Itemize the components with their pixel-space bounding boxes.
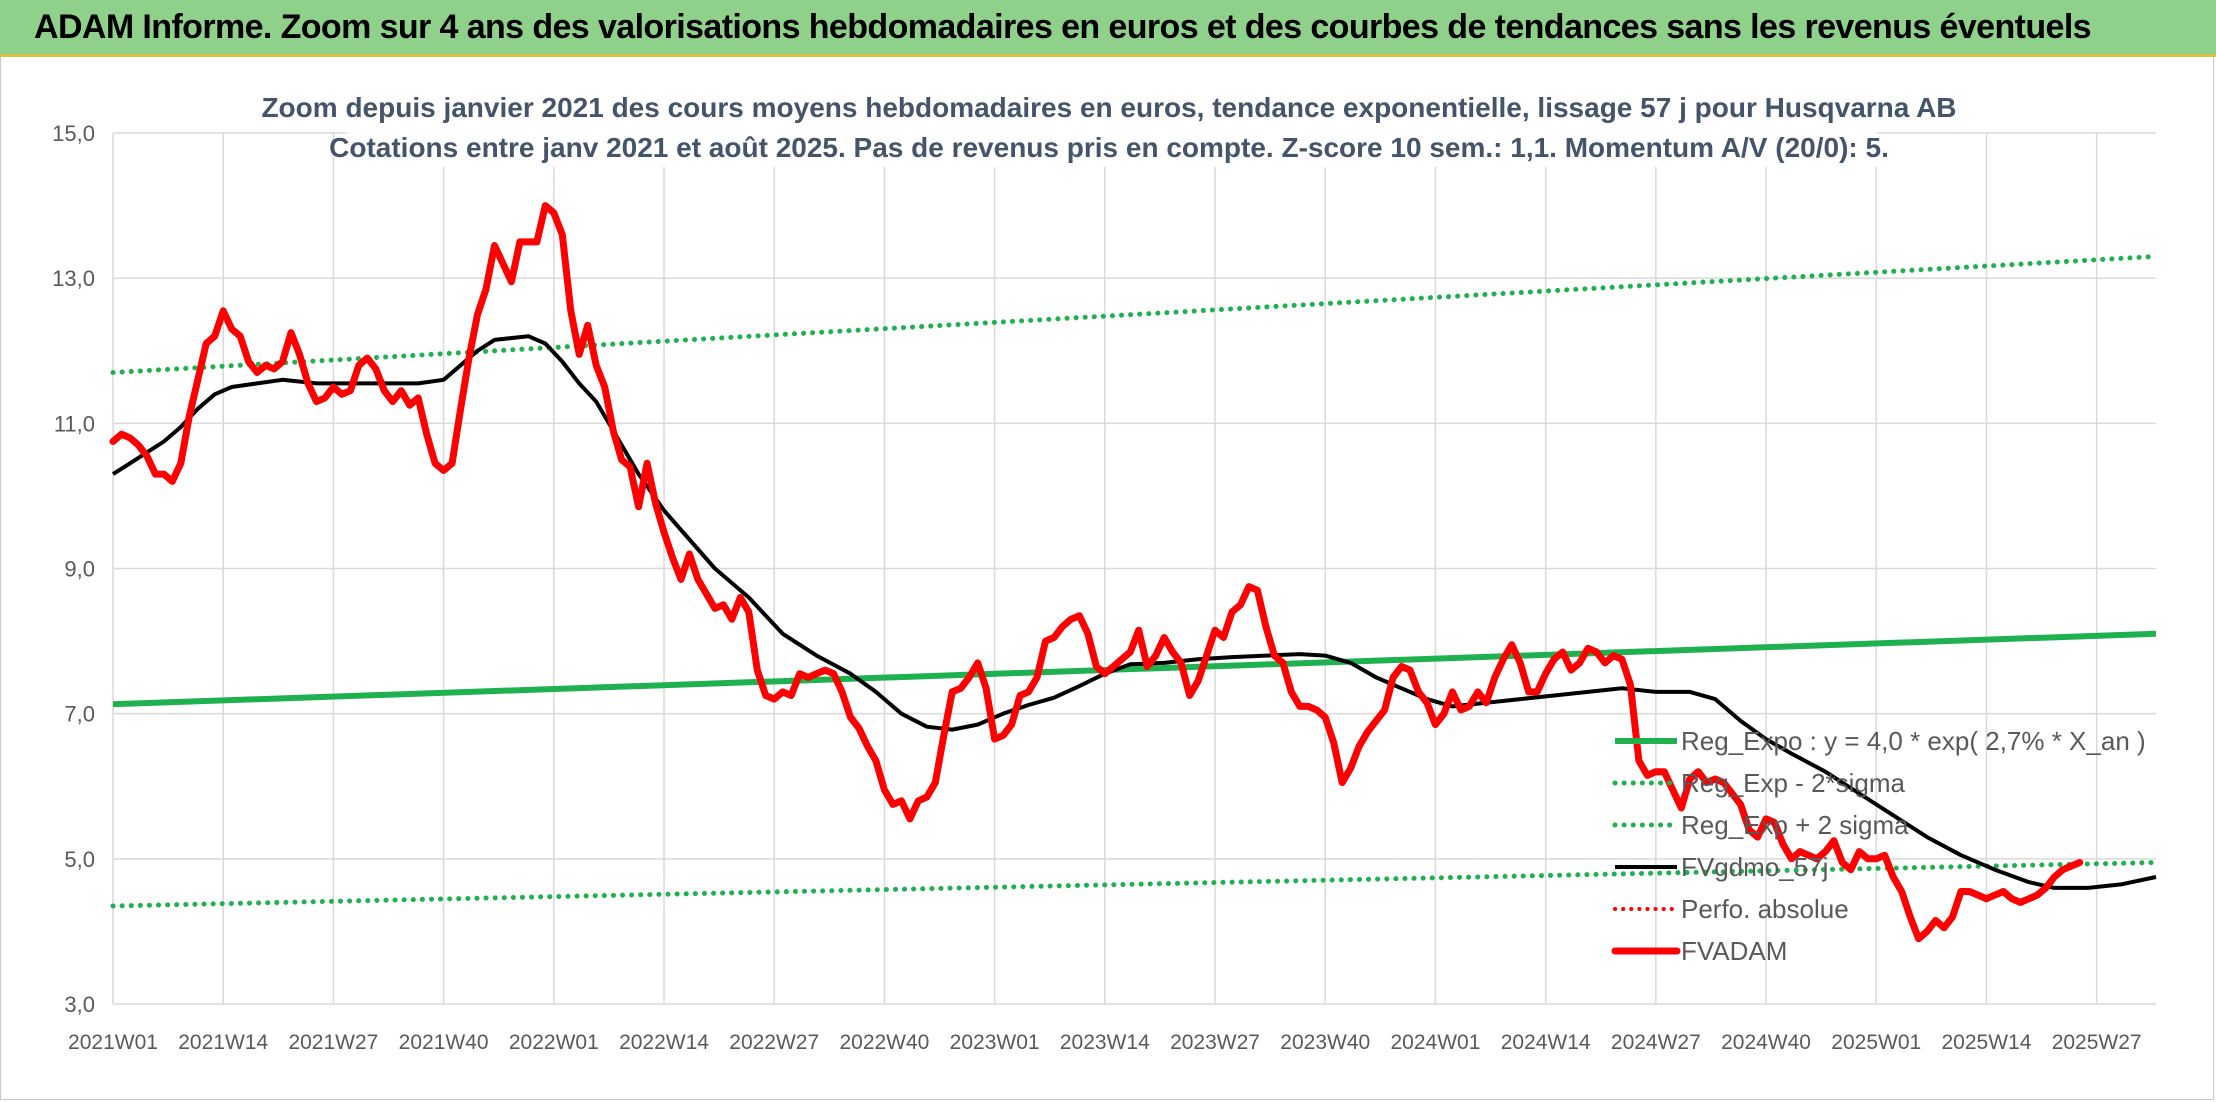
x-tick-label: 2025W01 [1831, 1031, 1921, 1054]
x-tick-label: 2021W14 [178, 1031, 268, 1054]
legend-label: FVADAM [1681, 936, 1787, 966]
y-tick-label: 5,0 [64, 847, 95, 872]
y-axis-ticks: 3,0 5,0 7,0 9,0 11,0 13,0 15,0 [52, 121, 95, 1017]
x-tick-label: 2024W40 [1721, 1031, 1811, 1054]
series-line-2 [110, 253, 2159, 375]
x-tick-label: 2021W27 [288, 1031, 378, 1054]
grid [112, 132, 2156, 1005]
y-tick-label: 3,0 [64, 992, 95, 1017]
legend-label: Reg_Exp - 2*sigma [1681, 768, 1906, 798]
x-tick-label: 2025W27 [2052, 1031, 2142, 1054]
legend-label: Reg_Expo : y = 4,0 * exp( 2,7% * X_an ) [1681, 726, 2146, 756]
x-tick-label: 2021W01 [68, 1031, 158, 1054]
x-tick-label: 2024W01 [1390, 1031, 1480, 1054]
x-tick-label: 2023W40 [1280, 1031, 1370, 1054]
x-tick-label: 2025W14 [1942, 1031, 2032, 1054]
chart-subtitle: Cotations entre janv 2021 et août 2025. … [329, 132, 1889, 163]
chart-title: Zoom depuis janvier 2021 des cours moyen… [261, 92, 1956, 123]
x-tick-label: 2023W14 [1060, 1031, 1150, 1054]
y-tick-label: 15,0 [52, 121, 95, 146]
x-tick-label: 2022W01 [509, 1031, 599, 1054]
series-line-0 [112, 630, 2157, 708]
x-tick-label: 2022W40 [839, 1031, 929, 1054]
series-line-5 [109, 202, 2084, 943]
legend-label: FVgdmo_57j [1681, 852, 1828, 882]
series-line-3 [111, 334, 2157, 890]
line-chart: 3,05,07,09,011,013,015,0 2021W01 2021W14 2… [52, 87, 2159, 1054]
y-tick-label: 7,0 [64, 702, 95, 727]
series-lines [109, 202, 2159, 943]
y-tick-label: 9,0 [64, 557, 95, 582]
x-tick-label: 2024W27 [1611, 1031, 1701, 1054]
legend: Reg_Expo : y = 4,0 * exp( 2,7% * X_an ) R… [1611, 726, 2146, 966]
report-title: ADAM Informe. Zoom sur 4 ans des valoris… [34, 8, 2092, 46]
chart-frame: 3,0 5,0 7,0 9,0 11,0 13,0 15,0 2021W01 2021W14 2… [0, 57, 2214, 1100]
y-tick-label: 13,0 [52, 266, 95, 291]
title-background [347, 87, 1877, 167]
report-header: ADAM Informe. Zoom sur 4 ans des valoris… [0, 0, 2216, 57]
x-tick-label: 2024W14 [1501, 1031, 1591, 1054]
x-tick-label: 2022W27 [729, 1031, 819, 1054]
x-tick-label: 2023W27 [1170, 1031, 1260, 1054]
legend-label: Reg_Exp + 2 sigma [1681, 810, 1909, 840]
legend-label: Perfo. absolue [1681, 894, 1849, 924]
x-tick-label: 2023W01 [950, 1031, 1040, 1054]
y-tick-label: 11,0 [54, 411, 95, 436]
x-axis-ticks: 2021W01 2021W14 2021W27 2021W40 2022W01 2022W… [68, 1031, 2142, 1054]
series-line-1 [110, 860, 2159, 909]
x-tick-label: 2022W14 [619, 1031, 709, 1054]
chart-titles: Zoom depuis janvier 2021 des cours moyen… [261, 87, 1957, 167]
x-tick-label: 2021W40 [399, 1031, 489, 1054]
